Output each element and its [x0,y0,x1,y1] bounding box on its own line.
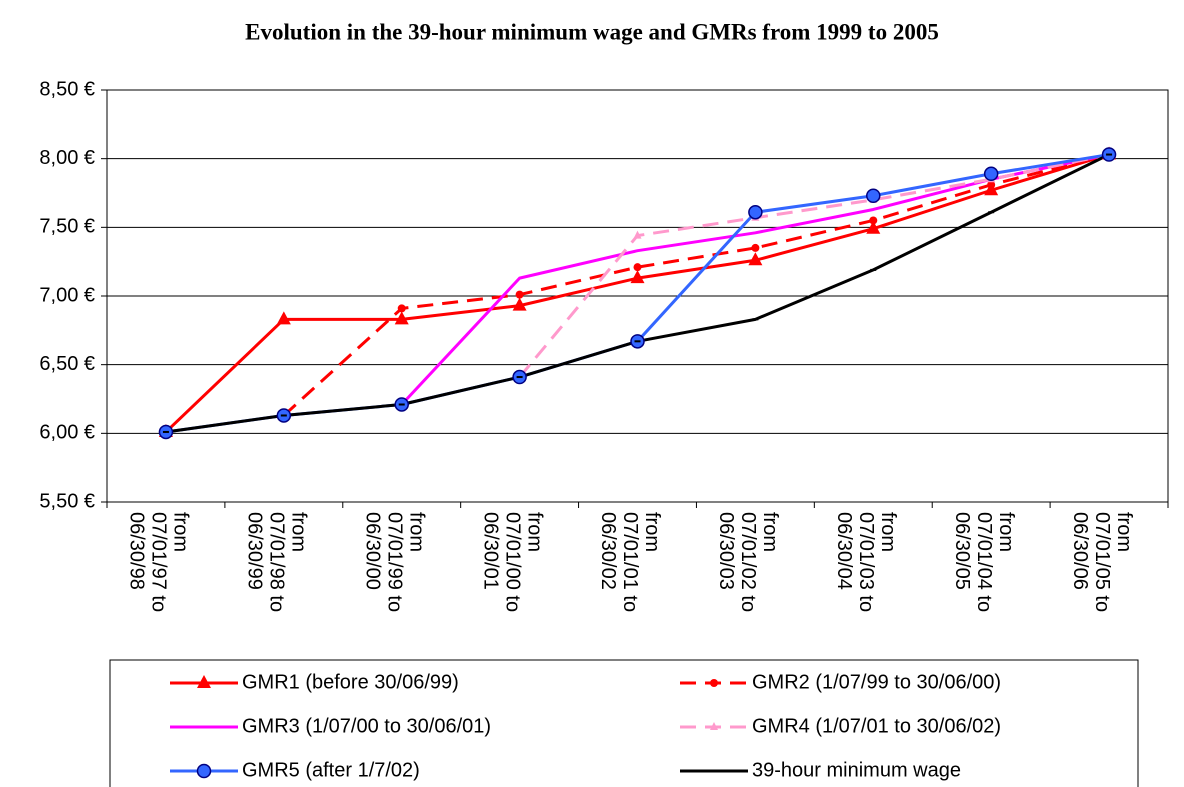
marker [751,243,760,252]
x-tick-label: 07/01/98 to [266,512,288,612]
marker [394,311,409,325]
legend-marker [710,722,718,730]
x-tick-label: from [523,512,545,552]
y-tick-label: 5,50 € [39,490,95,512]
x-tick-label: 07/01/00 to [501,512,523,612]
series-line [165,153,1110,434]
legend-marker [196,763,212,779]
series-line [400,153,1110,406]
x-tick-label: 06/30/03 [715,512,737,590]
marker [512,297,527,311]
marker [866,220,881,234]
marker [748,252,763,266]
x-tick-label: 07/01/02 to [737,512,759,612]
marker [987,180,996,189]
legend-marker [197,675,211,688]
x-tick-label: from [877,512,899,552]
marker [983,166,999,182]
marker [633,263,642,272]
x-tick-label: 07/01/01 to [619,512,641,612]
x-tick-label: 06/30/02 [597,512,619,590]
marker [515,290,524,299]
x-tick-label: 06/30/98 [126,512,148,590]
series-line [164,153,1110,434]
legend-label: GMR1 (before 30/06/99) [242,671,459,693]
x-tick-label: from [995,512,1017,552]
x-tick-label: from [641,512,663,552]
marker [633,230,642,239]
series-line [518,153,1110,378]
x-tick-label: from [759,512,781,552]
x-tick-label: 07/01/03 to [855,512,877,612]
x-tick-label: from [288,512,310,552]
legend-label: GMR4 (1/07/01 to 30/06/02) [752,715,1001,737]
x-tick-label: 07/01/97 to [148,512,170,612]
y-tick-label: 7,00 € [39,284,95,306]
x-tick-label: 06/30/04 [833,512,855,590]
marker [866,188,881,203]
y-tick-label: 8,00 € [39,147,95,169]
legend-box [109,659,1139,787]
x-tick-label: 06/30/05 [951,512,973,590]
y-tick-label: 6,00 € [39,422,95,444]
x-tick-label: 06/30/00 [361,512,383,590]
x-tick-label: from [1113,512,1135,552]
x-tick-label: 07/01/04 to [973,512,995,612]
x-tick-label: 06/30/01 [479,512,501,590]
marker [397,304,406,313]
marker [630,270,645,284]
legend-label: GMR3 (1/07/00 to 30/06/01) [242,715,491,737]
chart-title: Evolution in the 39-hour minimum wage an… [245,19,939,44]
legend-marker [710,679,718,687]
series-line [165,153,1110,434]
legend-label: GMR2 (1/07/99 to 30/06/00) [752,671,1001,693]
x-tick-label: 06/30/06 [1069,512,1091,590]
x-tick-label: from [405,512,427,552]
x-tick-label: 07/01/99 to [383,512,405,612]
x-tick-label: 06/30/99 [244,512,266,590]
marker [869,216,878,225]
x-tick-label: 07/01/05 to [1091,512,1113,612]
y-tick-label: 8,50 € [39,78,95,100]
series-line [282,153,1110,417]
x-tick-label: from [170,512,192,552]
marker [276,311,291,325]
legend-label: 39-hour minimum wage [752,759,961,781]
marker [748,204,763,220]
y-tick-label: 6,50 € [39,353,95,375]
legend-label: GMR5 (after 1/7/02) [242,759,420,781]
y-tick-label: 7,50 € [39,216,95,238]
